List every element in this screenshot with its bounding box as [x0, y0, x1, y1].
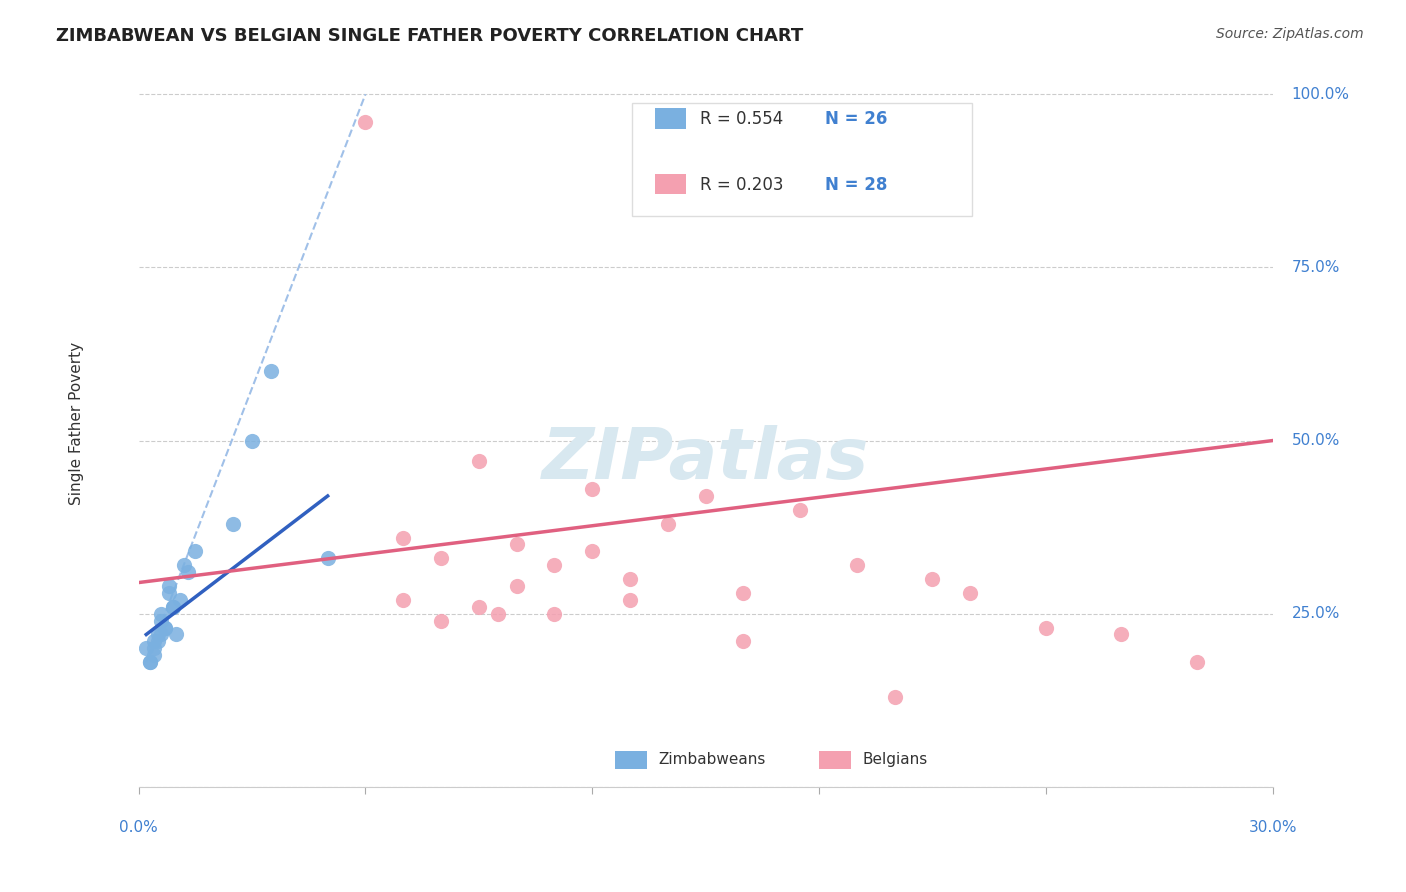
- Point: [430, 614, 453, 628]
- Text: 25.0%: 25.0%: [1292, 607, 1340, 621]
- Point: [146, 627, 169, 641]
- FancyBboxPatch shape: [820, 750, 851, 769]
- Point: [921, 572, 943, 586]
- Point: [581, 544, 603, 558]
- Point: [240, 434, 263, 448]
- Text: ZIPatlas: ZIPatlas: [541, 425, 869, 494]
- Point: [695, 489, 717, 503]
- Point: [1111, 627, 1133, 641]
- Text: N = 28: N = 28: [825, 176, 887, 194]
- Text: Belgians: Belgians: [862, 753, 928, 767]
- Point: [184, 544, 207, 558]
- Point: [139, 655, 162, 669]
- Point: [142, 641, 165, 656]
- FancyBboxPatch shape: [631, 103, 972, 216]
- Point: [468, 454, 491, 468]
- Point: [959, 586, 981, 600]
- Point: [162, 599, 184, 614]
- Point: [1035, 621, 1057, 635]
- Text: 100.0%: 100.0%: [1292, 87, 1350, 102]
- FancyBboxPatch shape: [655, 108, 686, 128]
- Point: [157, 586, 180, 600]
- Point: [157, 579, 180, 593]
- Point: [619, 572, 641, 586]
- Point: [581, 482, 603, 496]
- Point: [142, 648, 165, 663]
- Point: [543, 558, 565, 573]
- Point: [173, 558, 195, 573]
- Point: [543, 607, 565, 621]
- Point: [733, 586, 755, 600]
- Text: ZIMBABWEAN VS BELGIAN SINGLE FATHER POVERTY CORRELATION CHART: ZIMBABWEAN VS BELGIAN SINGLE FATHER POVE…: [56, 27, 803, 45]
- Point: [845, 558, 868, 573]
- Point: [150, 627, 173, 641]
- Point: [139, 655, 162, 669]
- Text: 30.0%: 30.0%: [1249, 820, 1296, 835]
- Point: [153, 621, 176, 635]
- Point: [169, 592, 191, 607]
- Point: [505, 537, 527, 551]
- Text: N = 26: N = 26: [825, 111, 887, 128]
- Point: [468, 599, 491, 614]
- Point: [153, 621, 176, 635]
- Text: R = 0.554: R = 0.554: [700, 111, 783, 128]
- Point: [486, 607, 509, 621]
- Text: 0.0%: 0.0%: [120, 820, 157, 835]
- Point: [619, 592, 641, 607]
- Point: [316, 551, 339, 566]
- Point: [162, 599, 184, 614]
- Text: Source: ZipAtlas.com: Source: ZipAtlas.com: [1216, 27, 1364, 41]
- Text: 50.0%: 50.0%: [1292, 433, 1340, 448]
- Point: [177, 565, 200, 579]
- Point: [392, 531, 415, 545]
- Point: [392, 592, 415, 607]
- Point: [222, 516, 245, 531]
- Point: [260, 364, 283, 378]
- Point: [733, 634, 755, 648]
- Point: [142, 634, 165, 648]
- Text: Zimbabweans: Zimbabweans: [658, 753, 765, 767]
- Point: [150, 614, 173, 628]
- Point: [505, 579, 527, 593]
- Text: 75.0%: 75.0%: [1292, 260, 1340, 275]
- Point: [883, 690, 905, 704]
- Point: [135, 641, 157, 656]
- Point: [146, 634, 169, 648]
- Point: [354, 115, 377, 129]
- Point: [657, 516, 679, 531]
- FancyBboxPatch shape: [614, 750, 647, 769]
- Point: [430, 551, 453, 566]
- Point: [1185, 655, 1208, 669]
- Point: [789, 503, 811, 517]
- Text: Single Father Poverty: Single Father Poverty: [69, 342, 84, 505]
- Point: [166, 627, 188, 641]
- Text: R = 0.203: R = 0.203: [700, 176, 783, 194]
- Point: [150, 607, 173, 621]
- FancyBboxPatch shape: [655, 174, 686, 194]
